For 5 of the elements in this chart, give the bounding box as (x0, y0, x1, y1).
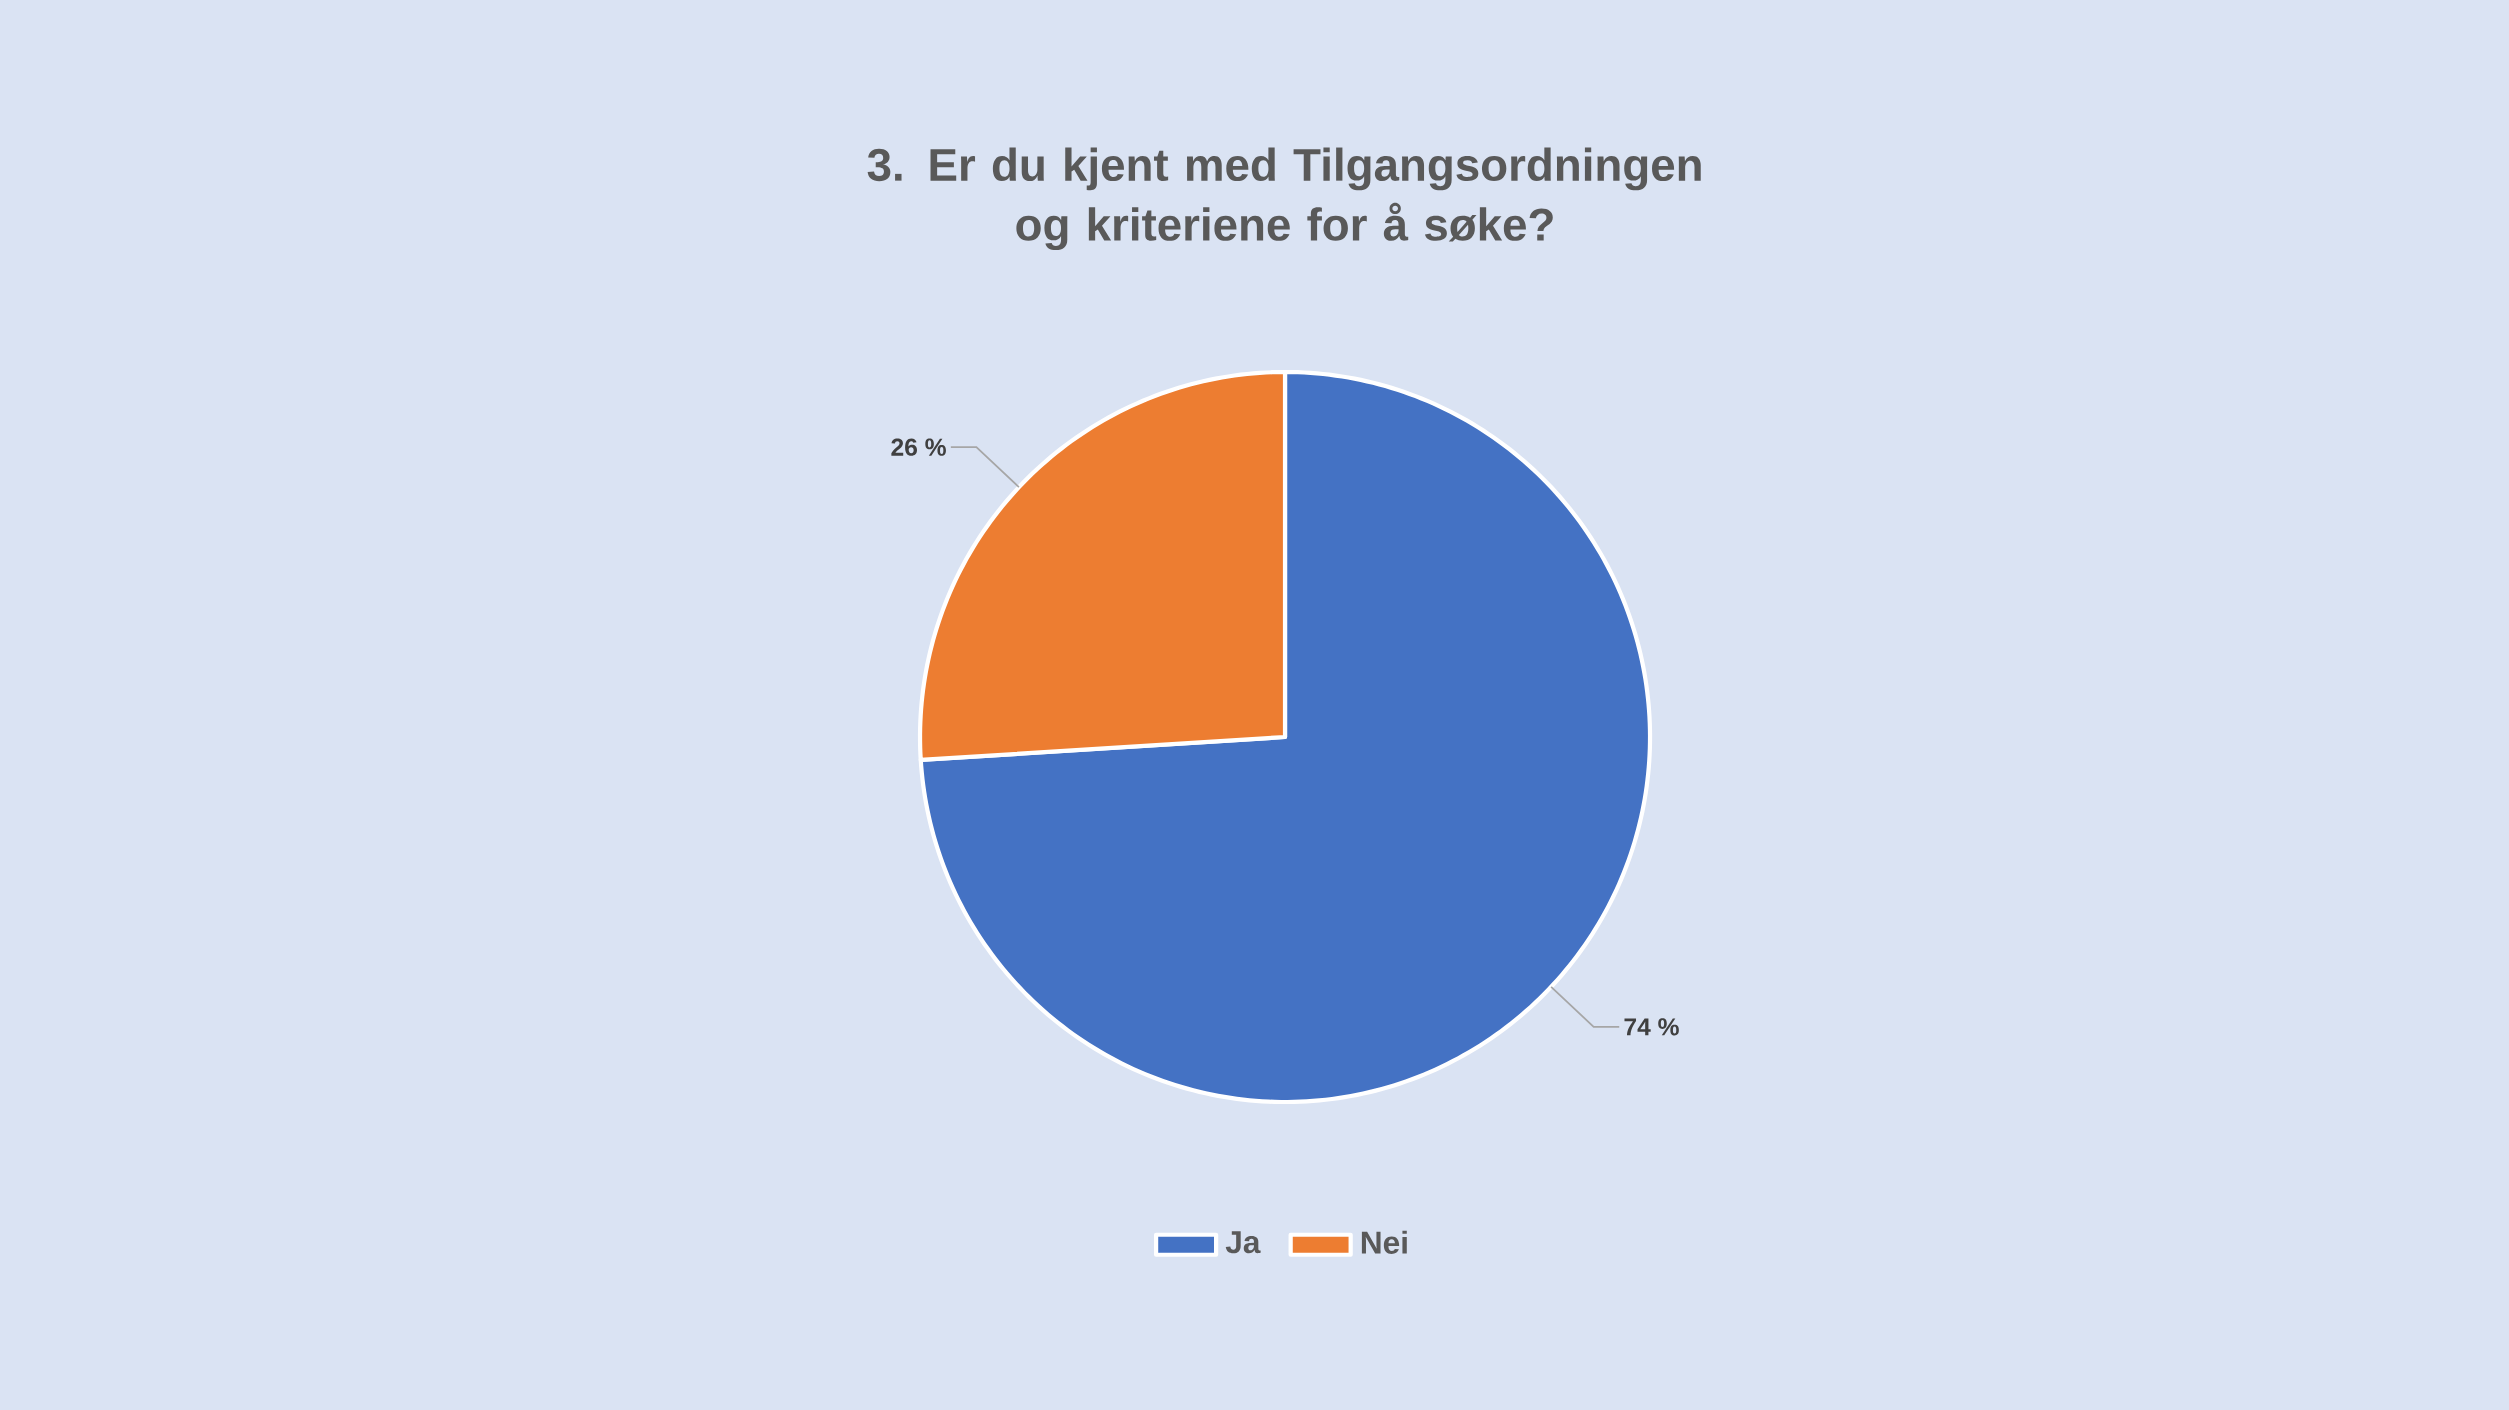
chart-title: 3. Er du kjent med Tilgangsordningen og kriteriene for å søke? (867, 147, 1701, 251)
data-label: 74 % (1624, 1018, 1679, 1036)
legend-label: Nei (1361, 1230, 1407, 1254)
data-label: 26 % (891, 438, 946, 456)
legend-label: Ja (1225, 1231, 1261, 1254)
